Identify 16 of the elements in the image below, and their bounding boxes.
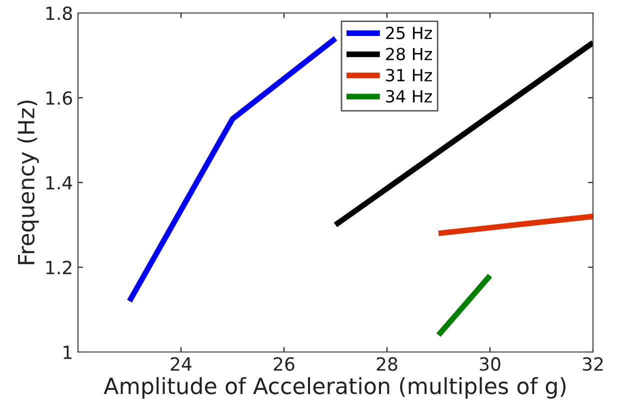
legend-label: 28 Hz [386,48,432,60]
x-tick-label: 26 [274,357,294,371]
y-tick-label: 1.8 [46,6,72,20]
x-tick-label: 30 [480,357,500,371]
y-tick-label: 1 [64,346,72,359]
y-axis-title: Frequency (Hz) [17,100,39,264]
legend-label: 34 Hz [386,90,432,103]
legend-label: 25 Hz [386,26,432,40]
x-tick-label: 24 [170,357,192,371]
x-axis-title: Amplitude of Acceleration (multiples of g) [104,377,566,399]
y-tick-label: 1.4 [46,176,72,190]
x-tick-label: 28 [376,357,398,371]
x-tick-label: 32 [582,357,603,371]
legend-label: 31 Hz [386,68,432,82]
y-tick-label: 1.2 [46,260,72,274]
y-tick-label: 1.6 [46,91,72,105]
